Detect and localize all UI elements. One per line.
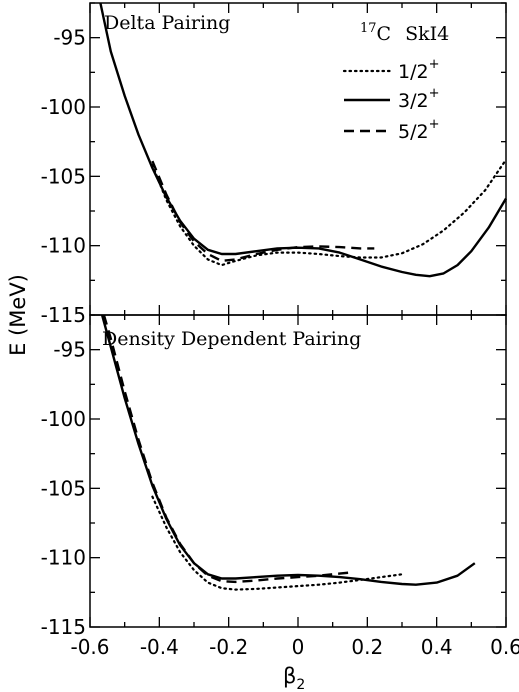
x-tick-labels: -0.6 -0.4 -0.2 0 0.2 0.4 0.6 — [70, 635, 519, 659]
panel-bottom-title: Density Dependent Pairing — [102, 328, 361, 350]
panel-top-ticks — [89, 2, 507, 316]
legend-label-5-2: 5/2+ — [398, 117, 439, 143]
x-tick-label: -0.6 — [70, 635, 109, 659]
panel-top-curves — [99, 2, 508, 278]
panel-bottom-y-tick-labels: -115 -110 -105 -100 -95 — [41, 338, 86, 639]
y-tick-label: -115 — [41, 615, 86, 639]
x-tick-label: 0.6 — [490, 635, 519, 659]
nucleus-symbol: C — [377, 23, 392, 45]
y-tick-label: -105 — [41, 476, 86, 500]
nucleus-mass-number: 17 — [360, 21, 377, 36]
y-axis-title: E (MeV) — [6, 274, 30, 356]
legend-item-1-2: 1/2+ — [342, 57, 439, 83]
y-tick-label: -95 — [53, 338, 86, 362]
panel-top-y-tick-labels: -115 -110 -105 -100 -95 — [41, 26, 86, 327]
series-line-1-2-dotted — [151, 495, 404, 591]
force-label: SkI4 — [405, 23, 449, 45]
y-tick-label: -110 — [41, 234, 86, 258]
x-tick-label: 0 — [292, 635, 305, 659]
panel-bottom: -115 -110 -105 -100 -95 -0.6 -0.4 -0.2 0 0.2 0.4 0… — [41, 314, 519, 659]
y-tick-label: -95 — [53, 26, 86, 50]
legend-label-3-2: 3/2+ — [398, 86, 439, 112]
y-tick-label: -105 — [41, 164, 86, 188]
legend-label-1-2: 1/2+ — [398, 57, 439, 83]
panel-bottom-ticks — [89, 314, 507, 628]
series-line-1-2-dotted — [151, 158, 508, 267]
x-tick-label: 0.4 — [421, 635, 453, 659]
series-line-3-2-solid — [100, 314, 476, 586]
y-tick-label: -100 — [41, 407, 86, 431]
panel-top-title: Delta Pairing — [104, 12, 230, 34]
legend-item-5-2: 5/2+ — [344, 117, 439, 143]
x-axis-title: β2 — [283, 664, 305, 692]
legend-item-3-2: 3/2+ — [344, 86, 439, 112]
x-tick-label: -0.2 — [209, 635, 248, 659]
panel-bottom-curves — [100, 314, 476, 591]
legend: 1/2+ 3/2+ 5/2+ — [342, 57, 439, 143]
nucleus-label: 17C SkI4 — [360, 21, 449, 45]
y-tick-label: -110 — [41, 546, 86, 570]
x-tick-label: 0.2 — [351, 635, 383, 659]
panel-top: -115 -110 -105 -100 -95 Delta Pairing 17C SkI… — [41, 2, 508, 327]
panel-top-frame — [89, 2, 507, 316]
x-tick-label: -0.4 — [140, 635, 179, 659]
y-tick-label: -115 — [41, 303, 86, 327]
series-line-5-2-dashed — [151, 160, 375, 263]
series-line-5-2-dashed — [102, 314, 354, 584]
y-tick-label: -100 — [41, 95, 86, 119]
